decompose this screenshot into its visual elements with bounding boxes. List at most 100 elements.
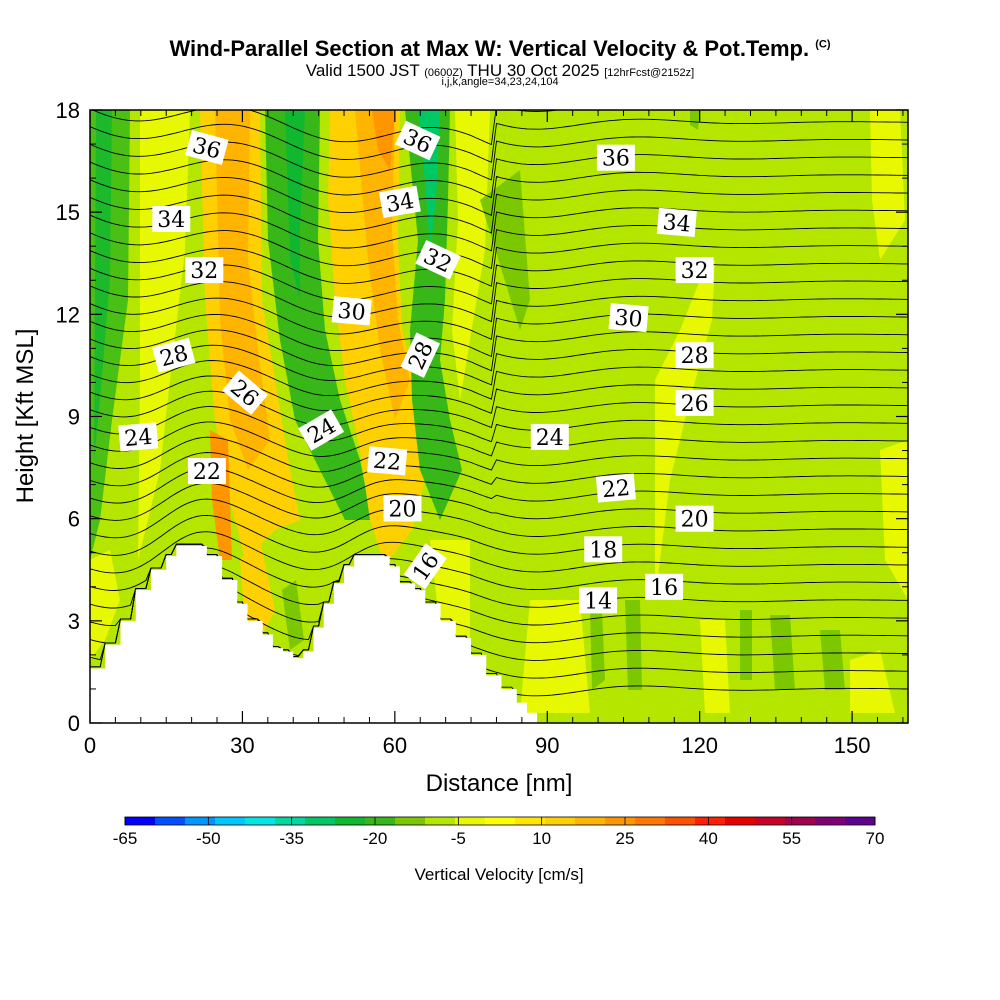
contour-label-box <box>383 495 422 522</box>
contour-label: 32 <box>185 257 224 284</box>
contour-label-box <box>403 543 447 590</box>
contour-label: 26 <box>675 389 714 417</box>
contour-label-text: 20 <box>389 498 417 523</box>
theta-contour-line <box>90 436 908 473</box>
theta-contour-line <box>90 543 908 609</box>
contour-label-box <box>415 239 461 280</box>
colorbar-swatch <box>695 817 726 825</box>
theta-contour-line <box>90 260 908 305</box>
contour-label-text: 24 <box>123 425 153 452</box>
contour-label-text: 16 <box>650 576 678 601</box>
updraft-band <box>880 440 908 600</box>
contour-label-box <box>185 257 224 284</box>
contour-label-box <box>675 257 714 284</box>
forecast-info: [12hrFcst@2152z] <box>604 67 695 79</box>
downdraft-band <box>625 600 642 690</box>
terrain-mask <box>90 545 908 723</box>
x-tick-label: 30 <box>230 733 254 758</box>
colorbar-label: Vertical Velocity [cm/s] <box>414 865 583 884</box>
y-tick-label: 9 <box>68 405 80 430</box>
contour-label-box <box>675 342 714 369</box>
x-axis-label: Distance [nm] <box>426 770 573 797</box>
colorbar-swatch <box>725 817 756 825</box>
colorbar-tick-label: 10 <box>532 829 551 848</box>
theta-contour-line <box>90 375 908 414</box>
theta-contour-line <box>90 344 908 386</box>
updraft-band <box>240 540 275 640</box>
contour-label: 36 <box>185 130 229 165</box>
theta-contour-line <box>90 313 908 358</box>
theta-contour-line <box>90 118 908 163</box>
updraft-core <box>355 110 410 420</box>
chart-subtitle: Valid 1500 JST (0600Z) THU 30 Oct 2025 [… <box>0 61 1000 81</box>
colorbar-swatch <box>815 817 846 825</box>
downdraft-band <box>740 610 752 680</box>
colorbar-swatch <box>425 817 456 825</box>
downdraft-band <box>405 110 462 520</box>
chart-title-text: Wind-Parallel Section at Max W: Vertical… <box>169 36 810 61</box>
contour-label-box <box>152 206 191 232</box>
updraft-band <box>520 600 590 713</box>
downdraft-band <box>820 630 845 690</box>
x-tick-label: 0 <box>84 733 96 758</box>
copyright-mark: (C) <box>815 38 831 51</box>
theta-contour-line <box>90 360 908 400</box>
valid-utc: (0600Z) <box>424 67 463 79</box>
colorbar: -65 -50 -35 -20 -5 10 25 40 55 70 <box>113 816 885 848</box>
contour-label-text: 30 <box>337 299 367 326</box>
contour-label-box <box>331 296 372 326</box>
theta-contour-line <box>90 278 908 323</box>
theta-contour-line <box>90 467 908 504</box>
colorbar-tick-label: 25 <box>616 829 635 848</box>
contour-label-text: 34 <box>384 189 416 218</box>
plot-area <box>90 110 908 723</box>
contour-label-box <box>187 458 226 484</box>
colorbar-swatch <box>635 817 666 825</box>
colorbar-swatch <box>305 817 336 825</box>
contour-label-box <box>608 303 649 333</box>
contour-label-box <box>298 409 345 451</box>
updraft-core <box>215 110 270 470</box>
contour-label-text: 22 <box>193 460 221 485</box>
contour-label: 18 <box>584 536 623 563</box>
contour-label-box <box>656 207 697 238</box>
updraft-core <box>372 110 395 170</box>
contour-label-box <box>118 422 159 452</box>
contour-label: 30 <box>331 296 372 326</box>
contour-label-box <box>595 473 636 503</box>
colorbar-tick-label: -20 <box>363 829 388 848</box>
colorbar-swatch <box>545 817 576 825</box>
theta-contour-line <box>90 482 908 521</box>
contour-label-text: 34 <box>662 210 692 237</box>
contour-label-box <box>675 389 714 416</box>
contour-label: 32 <box>675 257 714 284</box>
y-tick-label: 0 <box>68 711 80 736</box>
contour-label-text: 28 <box>681 344 709 369</box>
contour-label: 22 <box>187 458 226 485</box>
y-tick-label: 6 <box>68 507 80 532</box>
y-tick-label: 3 <box>68 609 80 634</box>
colorbar-swatch <box>455 817 486 825</box>
contour-label-text: 24 <box>536 426 564 451</box>
contour-label: 34 <box>378 185 421 218</box>
colorbar-tick-label: 70 <box>866 829 885 848</box>
contour-label-box <box>645 573 684 600</box>
colorbar-swatch <box>185 817 216 825</box>
valid-time: Valid 1500 JST <box>305 61 420 80</box>
contour-label: 14 <box>579 587 618 614</box>
theta-contour-line <box>90 531 908 574</box>
contour-label: 20 <box>675 505 714 533</box>
contour-label: 20 <box>383 495 422 523</box>
theta-contour-line <box>90 514 908 556</box>
colorbar-tick-label: 40 <box>699 829 718 848</box>
colorbar-swatch <box>335 817 366 825</box>
contour-label-box <box>579 587 618 614</box>
colorbar-swatch <box>605 817 636 825</box>
colorbar-swatch <box>125 817 156 825</box>
colorbar-tick-label: -65 <box>113 829 138 848</box>
theta-contour-line <box>90 242 908 287</box>
downdraft-band <box>690 110 700 130</box>
colorbar-tick-label: -5 <box>451 829 466 848</box>
